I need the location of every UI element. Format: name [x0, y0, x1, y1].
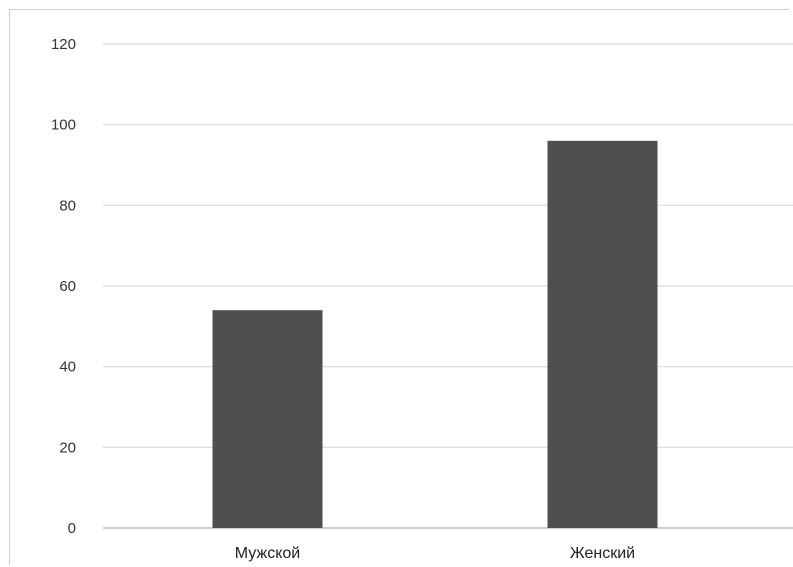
bar-1 [212, 310, 323, 528]
y-tick-label: 40 [59, 359, 76, 376]
y-tick-label: 120 [51, 36, 76, 53]
x-category-label: Женский [570, 545, 635, 562]
y-tick-label: 60 [59, 278, 76, 295]
y-axis-ticks: 0 20 40 60 80 100 120 [51, 36, 76, 537]
y-tick-label: 100 [51, 117, 76, 134]
y-tick-label: 20 [59, 439, 76, 456]
x-axis-labels: Мужской Женский [235, 545, 635, 562]
chart-frame [9, 9, 789, 565]
bars [212, 140, 658, 529]
gridlines [103, 43, 793, 529]
x-category-label: Мужской [235, 545, 300, 562]
y-tick-label: 0 [68, 520, 76, 537]
bar-2 [547, 140, 658, 529]
y-tick-label: 80 [59, 197, 76, 214]
